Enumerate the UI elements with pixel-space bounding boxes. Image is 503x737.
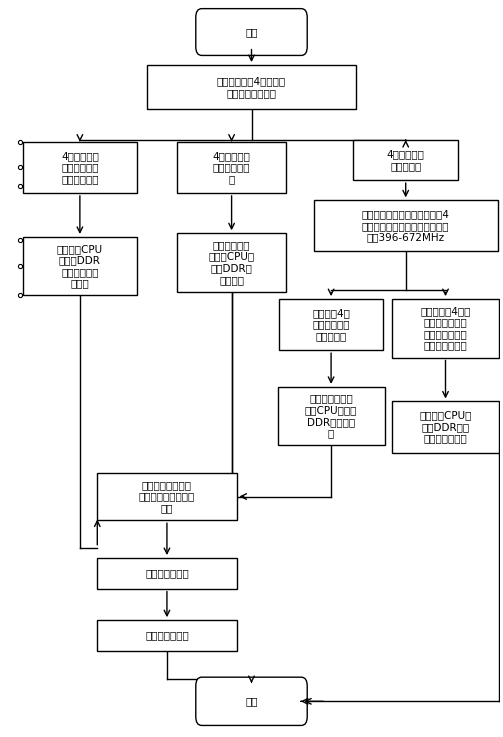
FancyBboxPatch shape	[278, 387, 385, 445]
Text: 4个地址空间
出现某个地址
空间读写异常: 4个地址空间 出现某个地址 空间读写异常	[61, 151, 99, 184]
Text: 初步确认CPU
连接到DDR
颗粒数据线没
有异常: 初步确认CPU 连接到DDR 颗粒数据线没 有异常	[57, 244, 103, 288]
Text: 初步确认CPU连
接到DDR颗粒
数据线没有异常: 初步确认CPU连 接到DDR颗粒 数据线没有异常	[420, 411, 472, 444]
Text: 4个地址空间
都出现读写异
常: 4个地址空间 都出现读写异 常	[213, 151, 250, 184]
Text: 4个地址空间
读写都正常: 4个地址空间 读写都正常	[387, 149, 425, 171]
FancyBboxPatch shape	[279, 299, 383, 350]
Text: 收集读写异常的地
址、写入数据、读出
数据: 收集读写异常的地 址、写入数据、读出 数据	[139, 480, 195, 513]
Text: 所有频率4个
地址空间读写
都出现异常: 所有频率4个 地址空间读写 都出现异常	[312, 308, 350, 341]
FancyBboxPatch shape	[196, 9, 307, 55]
FancyBboxPatch shape	[23, 142, 137, 193]
FancyBboxPatch shape	[392, 299, 499, 357]
Text: 在某个频率4个地
址空间读写数据
没有出现异常或
者部分出现异常: 在某个频率4个地 址空间读写数据 没有出现异常或 者部分出现异常	[421, 306, 471, 351]
Text: 初步确定异常出
现在CPU连接到
DDR颗粒数据
线: 初步确定异常出 现在CPU连接到 DDR颗粒数据 线	[305, 394, 357, 439]
Text: 结束: 结束	[245, 696, 258, 706]
Text: 初步确定异常
出现在CPU连
接到DDR颗
粒数据线: 初步确定异常 出现在CPU连 接到DDR颗 粒数据线	[209, 240, 255, 284]
Text: 定位异常数据线: 定位异常数据线	[145, 630, 189, 640]
FancyBboxPatch shape	[97, 472, 236, 520]
Text: 查找异常比特位: 查找异常比特位	[145, 568, 189, 579]
Text: 修改对内存读写的频率，再对4
个地址空间进行读写测试频率范
围：396-672MHz: 修改对内存读写的频率，再对4 个地址空间进行读写测试频率范 围：396-672M…	[362, 209, 450, 242]
FancyBboxPatch shape	[177, 142, 286, 193]
FancyBboxPatch shape	[97, 620, 236, 651]
FancyBboxPatch shape	[314, 200, 498, 251]
FancyBboxPatch shape	[196, 677, 307, 725]
Text: 开始: 开始	[245, 27, 258, 37]
FancyBboxPatch shape	[354, 140, 458, 180]
Text: 对内存划分为4个地址空
间来进行读写操作: 对内存划分为4个地址空 间来进行读写操作	[217, 76, 286, 98]
FancyBboxPatch shape	[177, 233, 286, 292]
FancyBboxPatch shape	[147, 65, 356, 109]
FancyBboxPatch shape	[392, 402, 499, 453]
FancyBboxPatch shape	[97, 558, 236, 589]
FancyBboxPatch shape	[23, 237, 137, 296]
